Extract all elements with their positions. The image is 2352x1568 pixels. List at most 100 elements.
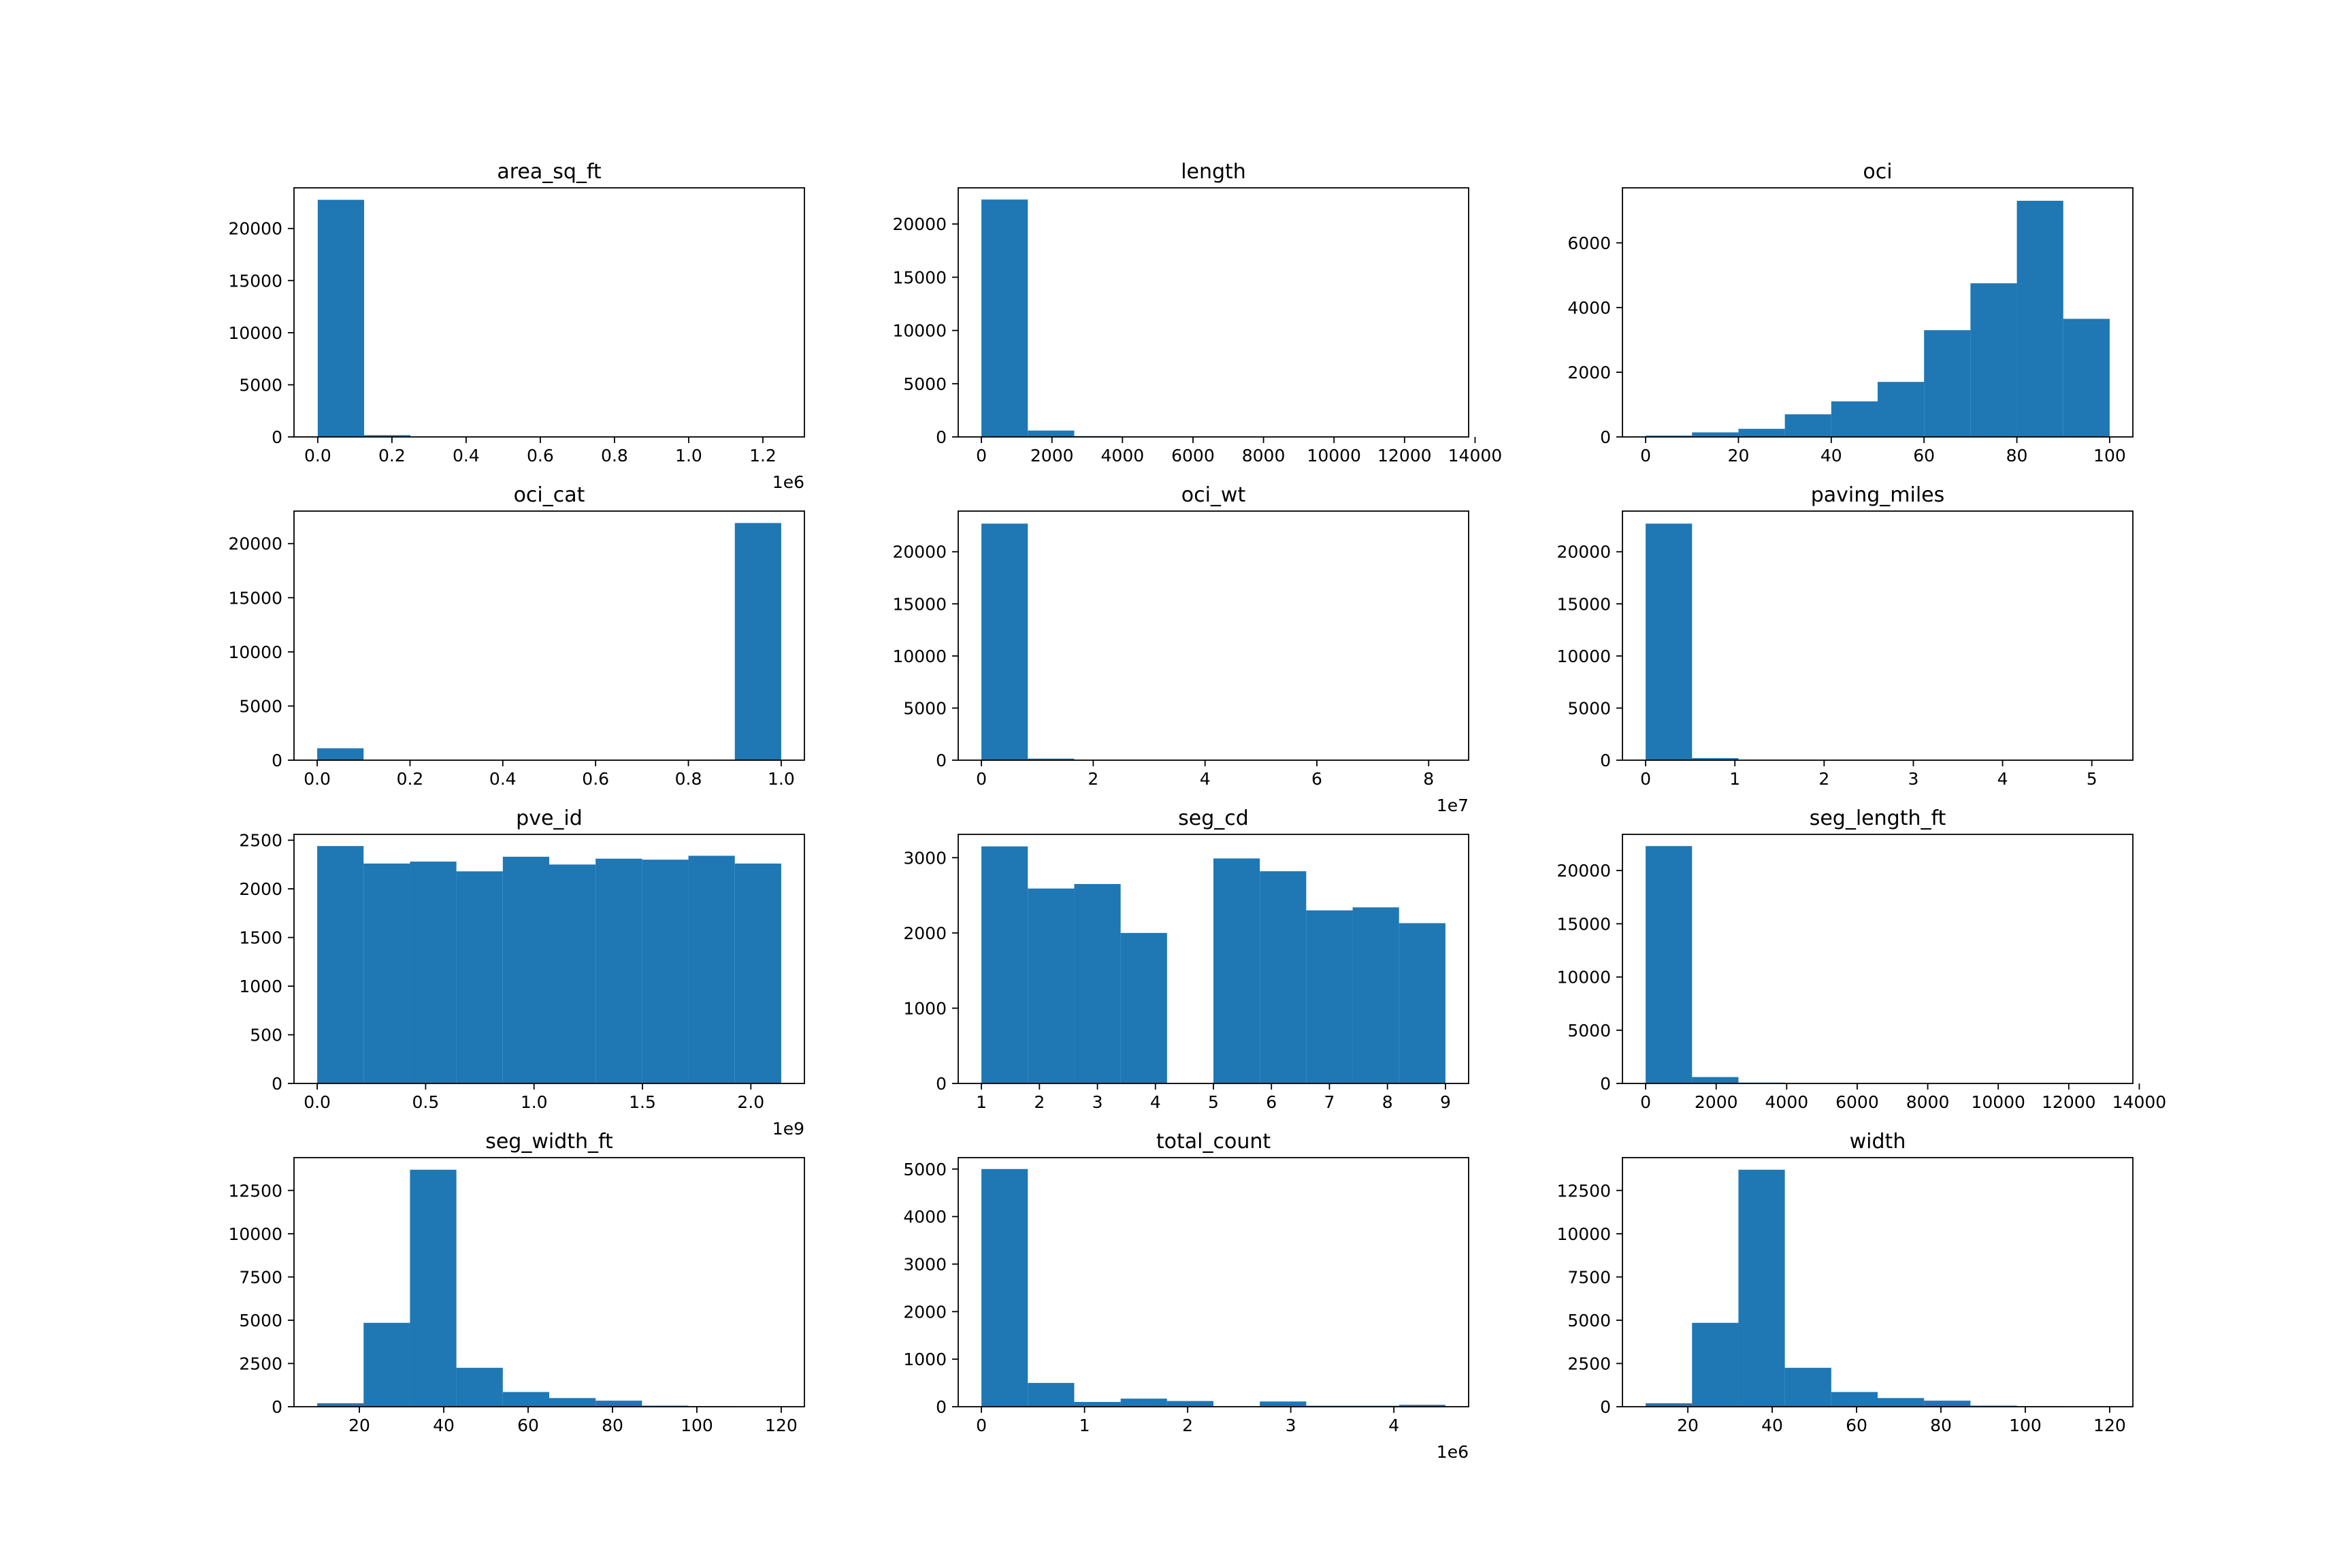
y-tick-label: 20000 — [892, 542, 947, 562]
x-axis-offset-label: 1e7 — [1437, 796, 1469, 815]
x-tick-label: 1.5 — [629, 1092, 656, 1112]
y-tick-label: 5000 — [1567, 698, 1611, 718]
histogram-panel-area_sq_ft: area_sq_ft 0.0 0.2 0.4 0.6 0.8 1.0 1.2 0 5000 1000… — [228, 160, 805, 492]
y-tick-label: 0 — [272, 1397, 282, 1417]
histogram-bar — [363, 1322, 410, 1407]
x-tick-label: 60 — [1846, 1416, 1867, 1435]
histogram-bar — [1924, 1401, 1971, 1407]
x-tick-label: 1 — [976, 1092, 987, 1112]
histogram-bar — [456, 1367, 503, 1407]
x-tick-label: 1.0 — [768, 769, 795, 789]
y-tick-label: 20000 — [1556, 542, 1611, 562]
x-tick-label: 14000 — [1448, 446, 1503, 466]
histogram-bar — [502, 1392, 549, 1407]
x-tick-label: 0 — [1640, 1092, 1651, 1112]
x-tick-label: 5 — [2087, 769, 2097, 789]
histogram-panel-oci: oci 0 20 40 60 80 100 0 2000 4000 6000 — [1567, 160, 2134, 466]
y-tick-label: 15000 — [892, 267, 947, 287]
chart-title: paving_miles — [1811, 483, 1945, 507]
y-tick-label: 0 — [1600, 751, 1611, 770]
y-tick-label: 1500 — [239, 928, 282, 948]
y-tick-label: 0 — [936, 1397, 947, 1417]
chart-title: seg_width_ft — [485, 1130, 613, 1154]
chart-title: oci_wt — [1181, 483, 1246, 507]
y-tick-label: 10000 — [228, 642, 282, 662]
y-tick-label: 0 — [272, 1074, 282, 1094]
histogram-panel-oci_wt: oci_wt 0 2 4 6 8 0 5000 10000 15000 20000 1e7 — [892, 483, 1469, 815]
histogram-panel-oci_cat: oci_cat 0.0 0.2 0.4 0.6 0.8 1.0 0 5000 10000 15000… — [228, 483, 805, 789]
x-tick-label: 0 — [976, 1416, 987, 1435]
x-tick-label: 80 — [1930, 1416, 1952, 1435]
x-tick-label: 2.0 — [737, 1092, 764, 1112]
x-tick-label: 10000 — [1307, 446, 1361, 466]
histogram-bars — [1646, 523, 2110, 760]
chart-title: seg_cd — [1178, 806, 1249, 830]
histogram-bar — [1074, 1402, 1121, 1407]
y-tick-label: 15000 — [228, 588, 282, 608]
y-tick-label: 0 — [936, 751, 947, 770]
histogram-bar — [595, 858, 642, 1083]
x-tick-label: 120 — [765, 1416, 798, 1435]
x-tick-label: 0.8 — [675, 769, 702, 789]
histogram-bar — [1074, 883, 1121, 1083]
histogram-bar — [1399, 1405, 1446, 1407]
x-tick-label: 80 — [602, 1416, 623, 1435]
axes-frame — [958, 510, 1469, 761]
y-tick-label: 2500 — [239, 1354, 282, 1373]
histogram-bar — [1120, 1399, 1167, 1407]
histogram-bar — [1924, 330, 1971, 437]
x-tick-label: 4000 — [1101, 446, 1145, 466]
y-tick-label: 5000 — [1567, 1311, 1611, 1330]
y-tick-label: 5000 — [903, 1160, 947, 1179]
histogram-bar — [1399, 923, 1446, 1083]
histogram-bar — [1166, 1401, 1213, 1407]
y-tick-label: 0 — [1600, 1074, 1611, 1094]
x-tick-label: 0.4 — [489, 769, 517, 789]
y-tick-label: 7500 — [239, 1267, 282, 1287]
x-tick-label: 0.8 — [601, 446, 628, 466]
histogram-bar — [456, 871, 503, 1083]
histogram-bar — [1028, 758, 1075, 760]
axes-frame — [293, 1157, 805, 1407]
x-tick-label: 0.4 — [453, 446, 480, 466]
y-tick-label: 4000 — [1567, 298, 1611, 318]
x-tick-label: 2000 — [1030, 446, 1074, 466]
x-tick-label: 20 — [1677, 1416, 1699, 1435]
x-tick-label: 2 — [1182, 1416, 1193, 1435]
histogram-bar — [1692, 432, 1739, 437]
histogram-panel-total_count: total_count 0 1 2 3 4 0 1000 2000 3000 4000 5000 1e6 — [903, 1130, 1469, 1462]
axes-frame — [1622, 187, 2134, 438]
axes-frame — [958, 1157, 1469, 1407]
x-tick-label: 0 — [1640, 446, 1651, 466]
x-tick-label: 0 — [976, 769, 987, 789]
y-tick-label: 2500 — [239, 831, 282, 851]
x-tick-label: 1.0 — [675, 446, 702, 466]
histogram-bar — [1692, 1077, 1739, 1083]
histogram-bar — [734, 523, 781, 760]
y-tick-label: 10000 — [228, 323, 282, 343]
histogram-bars — [981, 846, 1446, 1083]
histogram-bar — [1738, 1169, 1785, 1407]
y-tick-label: 500 — [250, 1026, 282, 1045]
x-axis-offset-label: 1e9 — [772, 1119, 804, 1139]
x-tick-label: 2000 — [1695, 1092, 1738, 1112]
x-tick-label: 1 — [1729, 769, 1740, 789]
histogram-bars — [317, 846, 781, 1083]
x-tick-label: 12000 — [2042, 1092, 2096, 1112]
histogram-bar — [1352, 907, 1399, 1083]
axes-frame — [958, 187, 1469, 438]
y-tick-label: 5000 — [239, 696, 282, 716]
histogram-bar — [410, 862, 457, 1083]
y-tick-label: 10000 — [1556, 968, 1611, 987]
histogram-bar — [981, 523, 1028, 760]
histogram-panel-seg_cd: seg_cd 1 2 3 4 5 6 7 8 9 0 1000 2000 3000 — [903, 806, 1469, 1112]
histogram-panel-length: length 0 2000 4000 6000 8000 10000 12000 14000 0 5… — [892, 160, 1502, 466]
y-tick-label: 12500 — [1556, 1181, 1611, 1200]
y-tick-label: 0 — [272, 751, 282, 770]
histogram-panel-pve_id: pve_id 0.0 0.5 1.0 1.5 2.0 0 500 1000 1500 2000 250… — [239, 806, 805, 1139]
x-tick-label: 0.2 — [397, 769, 424, 789]
x-tick-label: 40 — [1820, 446, 1842, 466]
y-tick-label: 20000 — [228, 534, 282, 554]
x-tick-label: 8 — [1423, 769, 1434, 789]
